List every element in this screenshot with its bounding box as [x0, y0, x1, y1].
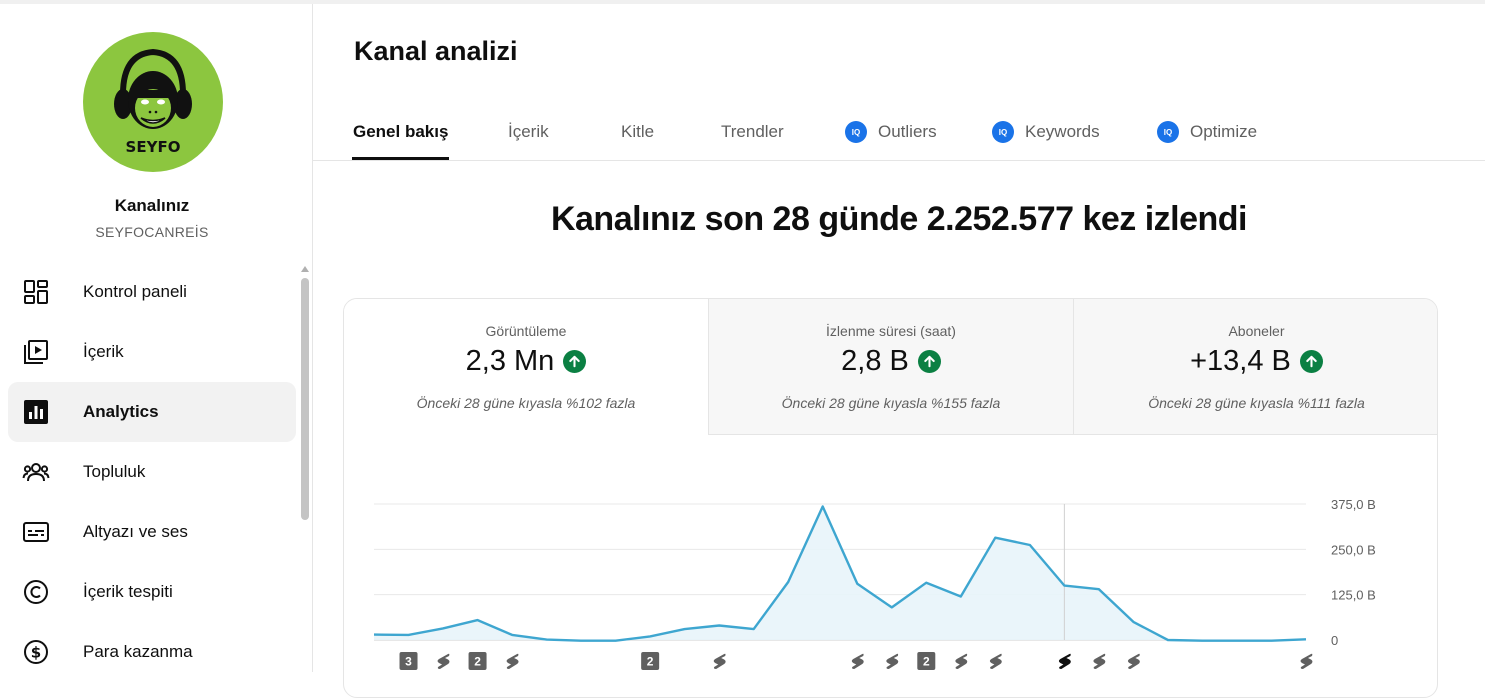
- tab-outliers[interactable]: IQ Outliers: [845, 119, 937, 145]
- avatar[interactable]: SEYFO: [83, 32, 223, 172]
- tab-keywords[interactable]: IQ Keywords: [992, 119, 1100, 145]
- arrow-up-icon: [917, 350, 941, 373]
- shorts-icon[interactable]: [506, 653, 519, 669]
- active-tab-indicator: [352, 157, 449, 160]
- sidebar-item-label: Topluluk: [83, 462, 146, 481]
- y-tick-label: 125,0 B: [1331, 588, 1376, 603]
- metrics-card: Görüntüleme 2,3 Mn Önceki 28 güne kıyasl…: [343, 298, 1438, 698]
- metric-compare: Önceki 28 güne kıyasla %111 fazla: [1148, 395, 1365, 411]
- sidebar-item-community[interactable]: Topluluk: [8, 442, 296, 502]
- sidebar: SEYFO Kanalınız SEYFOCANREİS Kontrol pan…: [0, 4, 313, 672]
- avatar-text: SEYFO: [126, 138, 181, 156]
- metric-label: Görüntüleme: [485, 323, 567, 339]
- video-count-label: 2: [647, 655, 654, 669]
- subtitles-icon: [22, 518, 50, 546]
- metric-watch-time[interactable]: İzlenme süresi (saat) 2,8 B Önceki 28 gü…: [709, 299, 1074, 435]
- sidebar-scrollbar[interactable]: [300, 266, 310, 676]
- metric-compare: Önceki 28 güne kıyasla %155 fazla: [781, 395, 1001, 411]
- metric-label: İzlenme süresi (saat): [826, 323, 956, 339]
- metric-value: 2,8 B: [709, 345, 1073, 378]
- shorts-icon[interactable]: [851, 653, 864, 669]
- sidebar-item-label: İçerik tespiti: [83, 582, 173, 601]
- metric-views[interactable]: Görüntüleme 2,3 Mn Önceki 28 güne kıyasl…: [344, 299, 709, 435]
- tab-audience[interactable]: Kitle: [621, 122, 655, 141]
- arrow-up-icon: [1299, 350, 1323, 373]
- dashboard-icon: [22, 278, 50, 306]
- iq-badge-icon: IQ: [992, 121, 1014, 143]
- sidebar-item-label: Analytics: [83, 402, 159, 421]
- channel-handle: SEYFOCANREİS: [95, 224, 209, 240]
- sidebar-item-label: Altyazı ve ses: [83, 522, 188, 541]
- shorts-icon[interactable]: [1058, 653, 1071, 669]
- video-count-marker[interactable]: 2: [917, 652, 936, 670]
- y-tick-label: 375,0 B: [1331, 497, 1376, 512]
- sidebar-item-label: Kontrol paneli: [83, 282, 187, 301]
- sidebar-item-label: İçerik: [83, 342, 124, 361]
- shorts-icon[interactable]: [1127, 653, 1140, 669]
- views-chart[interactable]: 375,0 B 250,0 B 125,0 B 0 3 2 2 2: [344, 435, 1438, 698]
- sidebar-nav: Kontrol paneli İçerik Analytics Topluluk…: [8, 262, 296, 682]
- shorts-icon[interactable]: [1300, 653, 1313, 669]
- sidebar-item-label: Para kazanma: [83, 642, 193, 661]
- chart-area: [374, 506, 1306, 641]
- tab-trends[interactable]: Trendler: [721, 122, 784, 141]
- sidebar-item-content[interactable]: İçerik: [8, 322, 296, 382]
- community-icon: [22, 458, 50, 486]
- metric-value: 2,3 Mn: [344, 345, 708, 378]
- sidebar-item-subtitles[interactable]: Altyazı ve ses: [8, 502, 296, 562]
- video-count-marker[interactable]: 2: [468, 652, 487, 670]
- content-icon: [22, 338, 50, 366]
- copyright-icon: [22, 578, 50, 606]
- video-count-marker[interactable]: 3: [399, 652, 418, 670]
- metric-value: +13,4 B: [1074, 345, 1437, 378]
- iq-badge-icon: IQ: [845, 121, 867, 143]
- tab-bar: Genel bakış İçerik Kitle Trendler IQ Outl…: [313, 104, 1485, 161]
- metric-label: Aboneler: [1228, 323, 1285, 339]
- summary-headline: Kanalınız son 28 günde 2.252.577 kez izl…: [550, 200, 1248, 238]
- shorts-icon[interactable]: [1093, 653, 1106, 669]
- y-tick-label: 250,0 B: [1331, 542, 1376, 557]
- metric-compare: Önceki 28 güne kıyasla %102 fazla: [416, 395, 636, 411]
- shorts-icon[interactable]: [886, 653, 899, 669]
- dollar-icon: $: [22, 638, 50, 666]
- sidebar-item-content-detection[interactable]: İçerik tespiti: [8, 562, 296, 622]
- metric-subscribers[interactable]: Aboneler +13,4 B Önceki 28 güne kıyasla …: [1074, 299, 1437, 435]
- svg-text:$: $: [31, 644, 41, 662]
- sidebar-item-monetization[interactable]: $ Para kazanma: [8, 622, 296, 682]
- video-count-label: 3: [405, 655, 412, 669]
- video-count-marker[interactable]: 2: [641, 652, 660, 670]
- iq-badge-icon: IQ: [1157, 121, 1179, 143]
- top-bar: [0, 0, 1485, 4]
- scroll-up-arrow-icon[interactable]: [301, 266, 309, 272]
- scroll-thumb[interactable]: [301, 278, 309, 520]
- shorts-icon[interactable]: [955, 653, 968, 669]
- tab-overview[interactable]: Genel bakış: [353, 122, 449, 141]
- main-panel: Kanal analizi Genel bakış İçerik Kitle T…: [313, 4, 1485, 698]
- video-count-label: 2: [923, 655, 930, 669]
- video-count-label: 2: [474, 655, 481, 669]
- shorts-icon[interactable]: [713, 653, 726, 669]
- arrow-up-icon: [563, 350, 587, 373]
- sidebar-item-analytics[interactable]: Analytics: [8, 382, 296, 442]
- sidebar-item-dashboard[interactable]: Kontrol paneli: [8, 262, 296, 322]
- y-tick-label: 0: [1331, 633, 1338, 648]
- channel-title: Kanalınız: [114, 196, 190, 215]
- tab-optimize[interactable]: IQ Optimize: [1157, 119, 1257, 145]
- tab-content[interactable]: İçerik: [508, 122, 549, 141]
- monkey-logo-icon: SEYFO: [114, 48, 192, 156]
- shorts-icon[interactable]: [989, 653, 1002, 669]
- page-title: Kanal analizi: [354, 36, 518, 66]
- chart-series-line: [373, 505, 1307, 642]
- analytics-icon: [22, 398, 50, 426]
- shorts-icon[interactable]: [437, 653, 450, 669]
